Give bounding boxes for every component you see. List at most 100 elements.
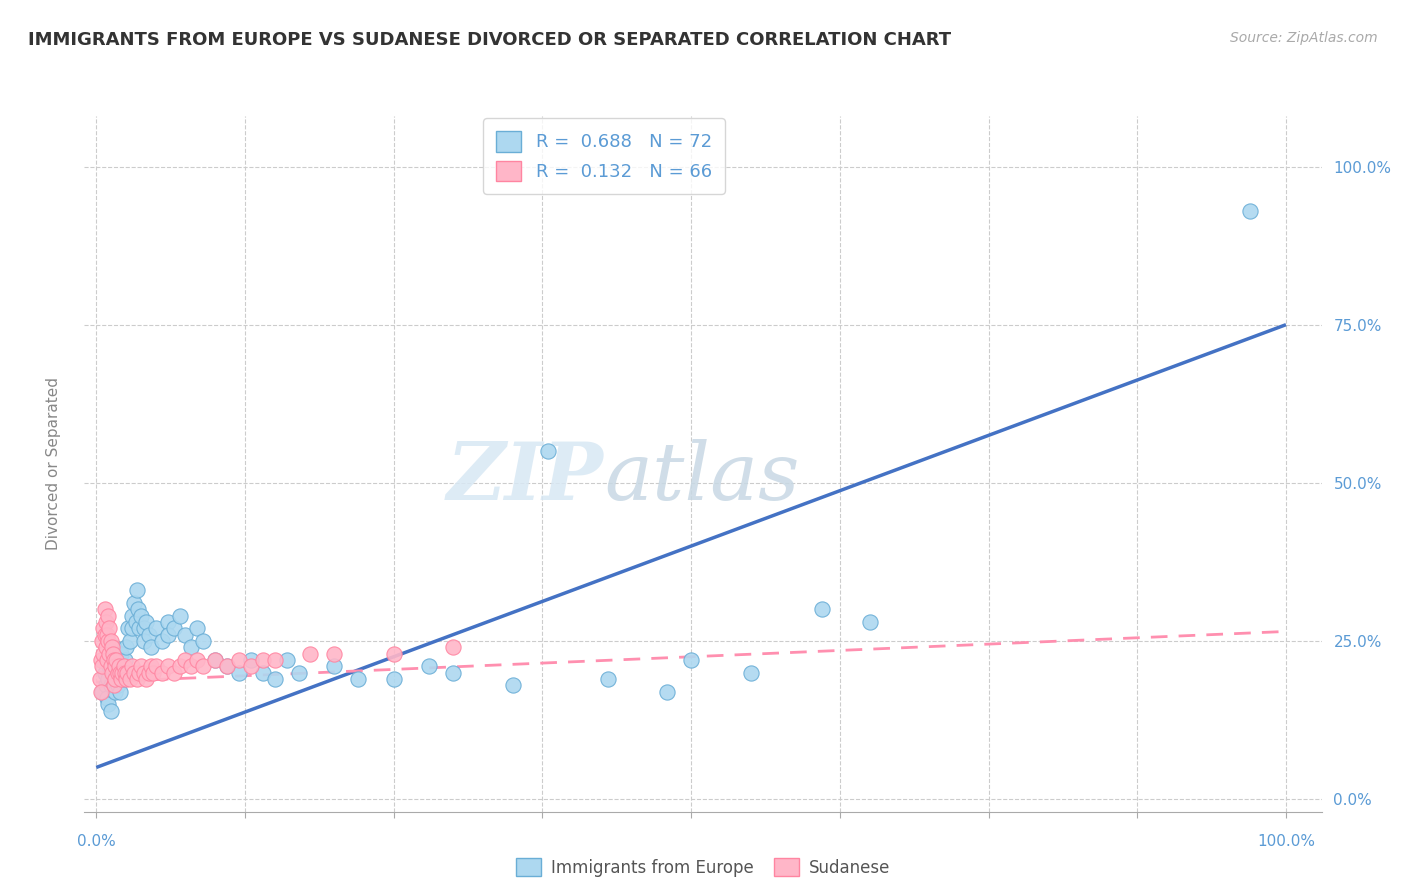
Point [132,634,155,648]
Point [204,653,226,667]
Point [657,684,679,698]
Point [162,665,184,680]
Text: 0.0%: 0.0% [77,834,115,849]
Point [263,672,285,686]
Point [91,659,114,673]
Point [186,621,208,635]
Point [502,678,524,692]
Point [186,653,208,667]
Text: ZIP: ZIP [447,439,605,516]
Point [111,659,134,673]
Point [174,653,197,667]
Point [98,659,121,673]
Point [97,634,120,648]
Point [347,672,370,686]
Point [93,665,115,680]
Point [115,640,138,655]
Legend: Immigrants from Europe, Sudanese: Immigrants from Europe, Sudanese [509,851,897,883]
Point [114,665,136,680]
Point [103,653,125,667]
Point [145,621,167,635]
Text: Divorced or Separated: Divorced or Separated [46,377,60,550]
Point [125,672,148,686]
Point [94,615,117,629]
Point [93,621,115,635]
Point [132,665,155,680]
Point [124,596,146,610]
Point [127,602,149,616]
Point [105,665,128,680]
Point [156,627,179,641]
Point [118,672,141,686]
Point [169,659,191,673]
Point [104,659,127,673]
Point [93,602,115,616]
Point [150,634,173,648]
Point [97,608,120,623]
Point [204,653,226,667]
Point [299,647,322,661]
Point [104,672,127,686]
Point [811,602,834,616]
Point [537,444,560,458]
Point [100,653,122,667]
Point [104,684,127,698]
Point [110,647,132,661]
Point [108,665,131,680]
Point [115,672,138,686]
Point [98,647,121,661]
Point [98,621,121,635]
Point [217,659,239,673]
Point [239,653,262,667]
Point [128,621,150,635]
Point [139,659,162,673]
Point [103,653,125,667]
Point [103,640,125,655]
Point [97,672,120,686]
Point [193,634,215,648]
Point [108,659,131,673]
Point [131,608,153,623]
Point [94,678,117,692]
Point [112,672,135,686]
Point [263,653,285,667]
Text: atlas: atlas [605,439,800,516]
Point [97,697,120,711]
Point [100,704,122,718]
Point [138,665,160,680]
Point [252,665,274,680]
Point [150,665,173,680]
Point [103,678,125,692]
Point [117,621,139,635]
Point [101,665,124,680]
Text: IMMIGRANTS FROM EUROPE VS SUDANESE DIVORCED OR SEPARATED CORRELATION CHART: IMMIGRANTS FROM EUROPE VS SUDANESE DIVOR… [28,31,952,49]
Point [89,672,111,686]
Point [125,583,148,598]
Point [121,608,143,623]
Point [138,627,160,641]
Text: 100.0%: 100.0% [1257,834,1315,849]
Point [740,665,762,680]
Point [287,665,309,680]
Point [96,690,118,705]
Point [100,665,122,680]
Point [107,665,129,680]
Point [323,647,346,661]
Point [91,634,114,648]
Point [156,659,179,673]
Point [145,659,167,673]
Point [1239,203,1261,218]
Point [418,659,440,673]
Point [91,684,114,698]
Point [107,678,129,692]
Point [90,684,112,698]
Point [180,659,202,673]
Point [135,672,157,686]
Point [228,665,250,680]
Point [441,640,464,655]
Point [105,653,128,667]
Point [115,665,138,680]
Point [142,665,165,680]
Point [128,665,150,680]
Point [118,634,141,648]
